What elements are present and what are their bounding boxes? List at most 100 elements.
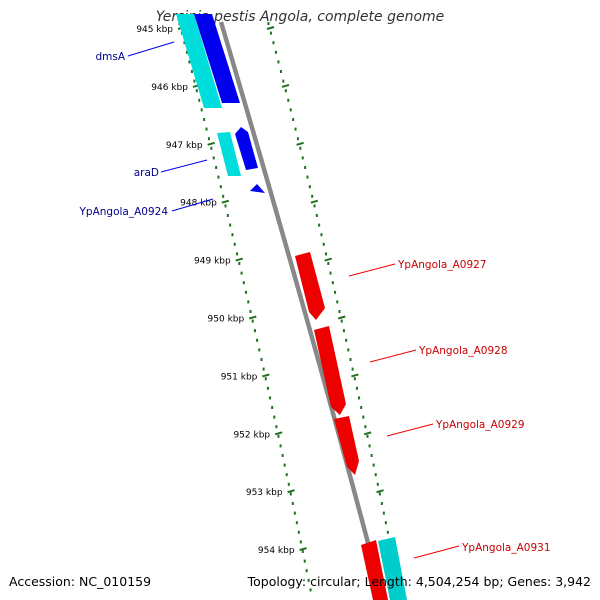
tick-dot (301, 550, 304, 553)
tick-dot (205, 127, 208, 131)
leader-YpAngola_A0924 (171, 198, 214, 212)
feature-dmsA-region[interactable] (176, 14, 222, 108)
tick-dot (253, 329, 256, 333)
tick-dot (299, 540, 302, 544)
major-tick (299, 547, 307, 552)
major-tick (235, 257, 244, 262)
tick-dot (374, 473, 377, 477)
tick-dot (279, 444, 282, 448)
tick-dot (183, 41, 186, 45)
tick-dot (273, 415, 276, 419)
major-tick (281, 83, 290, 88)
tick-label: 946 kbp (151, 83, 188, 93)
tick-dot (272, 41, 275, 45)
tick-dot (217, 175, 220, 179)
leader-YpAngola_A0931 (413, 545, 460, 559)
feature-YpAngola_A0929-gene[interactable] (334, 416, 359, 475)
tick-dot (291, 502, 294, 505)
tick-dot (378, 492, 381, 496)
tick-dot (224, 204, 227, 208)
feature-YpAngola_A0931-gene[interactable] (361, 540, 388, 600)
tick-dot (277, 434, 280, 438)
tick-label: 953 kbp (246, 488, 283, 498)
tick-dot (258, 348, 261, 352)
tick-dot (376, 482, 379, 486)
tick-label: 951 kbp (221, 372, 258, 382)
tick-dot (309, 588, 312, 592)
tick-dot (240, 271, 243, 275)
tick-dot (207, 137, 210, 141)
tick-dot (222, 194, 225, 198)
feature-YpAngola_A0928-gene[interactable] (314, 326, 346, 415)
accession-text: Accession: NC_010159 (9, 574, 152, 589)
tick-dot (334, 290, 337, 294)
major-tick (262, 373, 270, 378)
tick-dot (329, 271, 332, 275)
tick-dot (269, 396, 272, 400)
tick-dot (303, 559, 306, 563)
tick-dot (266, 386, 269, 390)
gene-label-araD[interactable]: araD (134, 167, 159, 179)
gene-label-dmsA[interactable]: dmsA (95, 51, 125, 63)
major-tick (376, 489, 384, 494)
tick-dot (287, 98, 290, 102)
tick-dot (289, 108, 292, 112)
tick-dot (289, 492, 292, 496)
tick-dot (229, 223, 232, 227)
major-tick (274, 431, 283, 436)
tick-dot (193, 79, 196, 83)
tick-dot (325, 252, 328, 256)
tick-dot (299, 146, 302, 150)
tick-dot (247, 300, 250, 304)
tick-dot (185, 50, 188, 54)
tick-dot (233, 242, 236, 246)
feature-YpAngola_A0931-region[interactable] (378, 537, 407, 600)
gene-label-YpAngola_A0931[interactable]: YpAngola_A0931 (461, 542, 551, 554)
tick-dot (287, 482, 290, 486)
feature-YpAngola_A0927-gene[interactable] (295, 252, 325, 320)
tick-dot (271, 406, 274, 409)
tick-dot (188, 60, 191, 64)
feature-dmsA-gene[interactable] (194, 14, 240, 103)
major-tick (363, 431, 372, 436)
gene-label-YpAngola_A0929[interactable]: YpAngola_A0929 (435, 419, 525, 431)
major-tick (221, 199, 230, 204)
feature-araD-gene[interactable] (235, 127, 258, 170)
tick-dot (304, 166, 307, 169)
major-tick (207, 141, 215, 146)
tick-dot (305, 569, 308, 573)
tick-dot (275, 425, 278, 429)
leader-dmsA (127, 41, 175, 57)
tick-dot (295, 521, 298, 525)
tick-dot (277, 60, 280, 64)
leader-YpAngola_A0929 (386, 423, 434, 437)
tick-dot (249, 310, 252, 313)
tick-dot (338, 310, 341, 313)
tick-dot (226, 214, 229, 217)
tick-dot (260, 358, 263, 361)
feature-araD-region[interactable] (217, 132, 241, 176)
backbone-line (218, 21, 386, 600)
gene-label-YpAngola_A0927[interactable]: YpAngola_A0927 (397, 259, 487, 271)
tick-dot (262, 367, 265, 371)
leader-YpAngola_A0928 (369, 349, 417, 363)
tick-dot (212, 156, 215, 160)
tick-label: 949 kbp (194, 257, 231, 267)
tick-dot (336, 300, 339, 304)
tick-dot (238, 262, 241, 265)
leader-araD (160, 159, 208, 173)
tick-dot (283, 463, 286, 467)
gene-label-YpAngola_A0924[interactable]: YpAngola_A0924 (78, 206, 168, 218)
tick-dot (307, 578, 310, 582)
tick-dot (362, 415, 365, 419)
tick-dot (236, 252, 239, 256)
gene-label-YpAngola_A0928[interactable]: YpAngola_A0928 (418, 345, 508, 357)
major-tick (351, 373, 359, 378)
feature-YpAngola_A0924-gene[interactable] (250, 184, 265, 193)
tick-dot (366, 434, 369, 438)
major-tick (266, 26, 275, 30)
tick-dot (294, 127, 297, 131)
tick-dot (351, 367, 354, 371)
tick-dot (364, 425, 367, 429)
